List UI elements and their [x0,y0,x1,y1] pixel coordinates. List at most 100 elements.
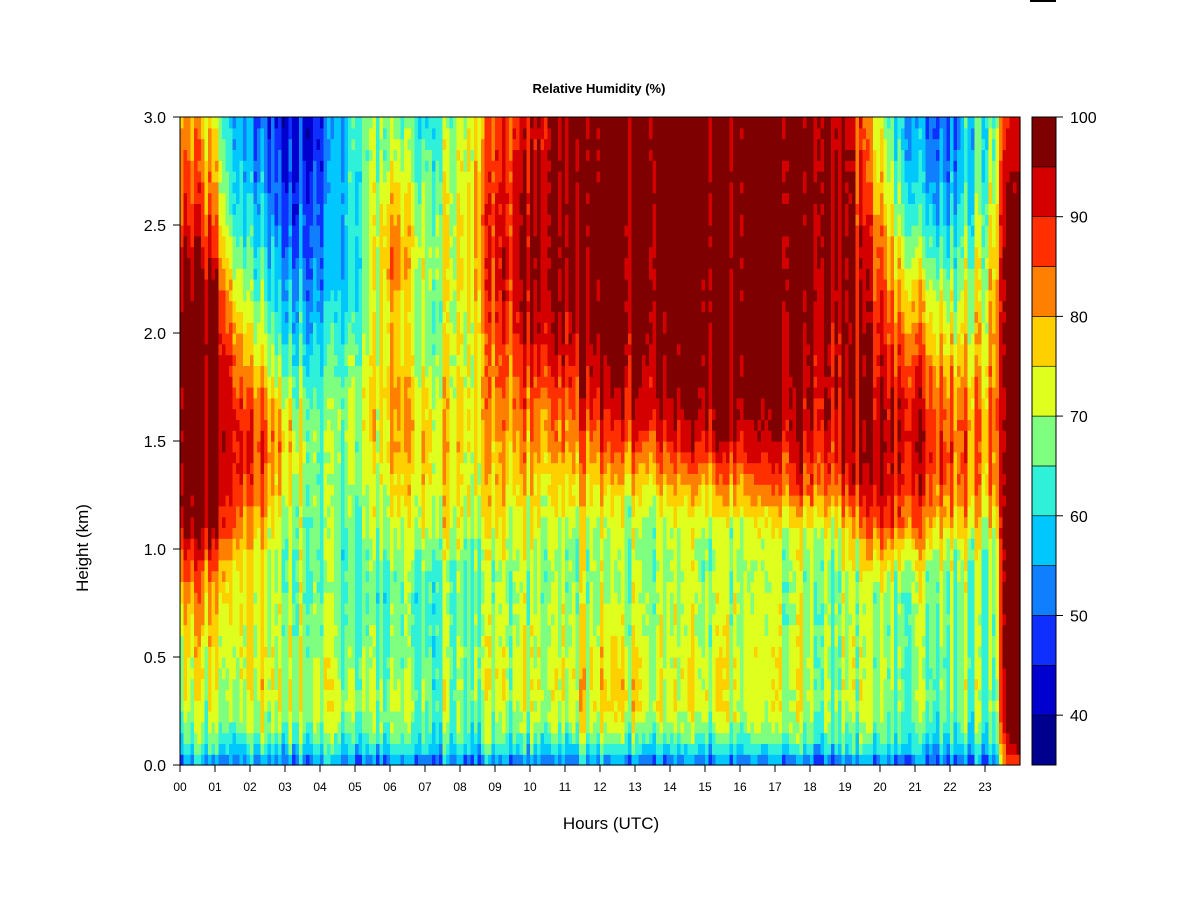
heatmap-cell [229,549,234,561]
heatmap-cell [351,527,356,539]
heatmap-cell [211,192,216,204]
heatmap-cell [439,333,444,345]
heatmap-cell [288,603,293,615]
heatmap-cell [407,376,412,388]
heatmap-cell [278,160,283,172]
heatmap-cell [313,700,318,712]
heatmap-cell [236,635,241,647]
heatmap-cell [365,451,370,464]
heatmap-cell [421,279,426,291]
heatmap-cell [376,171,381,183]
heatmap-cell [278,635,283,647]
heatmap-cell [407,721,412,734]
heatmap-cell [442,376,447,388]
heatmap-cell [183,279,188,291]
heatmap-cell [355,549,360,561]
heatmap-cell [449,635,454,647]
heatmap-cell [372,343,377,356]
heatmap-cell [302,376,307,388]
heatmap-cell [407,570,412,582]
heatmap-cell [414,603,419,615]
heatmap-cell [442,268,447,280]
heatmap-cell [208,505,213,518]
heatmap-cell [215,408,220,420]
heatmap-cell [428,181,433,194]
heatmap-cell [369,354,374,366]
heatmap-cell [428,473,433,485]
heatmap-cell [341,160,346,172]
heatmap-cell [435,397,440,410]
heatmap-cell [187,592,192,604]
heatmap-cell [215,430,220,442]
heatmap-cell [411,441,416,453]
heatmap-cell [386,711,391,723]
heatmap-cell [306,181,311,194]
heatmap-cell [183,559,188,572]
heatmap-cell [211,354,216,366]
heatmap-cell [204,538,209,550]
heatmap-cell [442,667,447,680]
heatmap-cell [288,149,293,161]
heatmap-cell [467,333,472,345]
heatmap-cell [369,451,374,464]
heatmap-cell [369,419,374,431]
heatmap-cell [264,484,269,496]
heatmap-cell [369,322,374,334]
heatmap-cell [386,624,391,636]
heatmap-cell [453,376,458,388]
heatmap-cell [260,624,265,636]
heatmap-cell [327,127,332,140]
heatmap-cell [243,462,248,474]
heatmap-cell [365,743,370,755]
heatmap-cell [313,538,318,550]
heatmap-cell [320,603,325,615]
heatmap-cell [253,603,258,615]
heatmap-cell [362,289,367,302]
heatmap-cell [439,721,444,734]
heatmap-cell [232,246,237,258]
heatmap-cell [397,613,402,626]
heatmap-cell [250,117,255,129]
heatmap-cell [432,149,437,161]
heatmap-cell [239,721,244,734]
heatmap-cell [250,225,255,237]
heatmap-cell [376,419,381,431]
heatmap-cell [292,495,297,507]
heatmap-cell [393,667,398,680]
heatmap-cell [418,268,423,280]
heatmap-cell [334,667,339,680]
heatmap-cell [348,289,353,302]
heatmap-cell [344,311,349,323]
heatmap-cell [348,354,353,366]
heatmap-cell [278,592,283,604]
heatmap-cell [456,160,461,172]
heatmap-cell [260,689,265,701]
heatmap-cell [190,570,195,582]
heatmap-cell [274,333,279,345]
heatmap-cell [253,408,258,420]
heatmap-cell [446,192,451,204]
heatmap-cell [222,387,227,399]
heatmap-cell [390,743,395,755]
heatmap-cell [372,667,377,680]
heatmap-cell [362,570,367,582]
heatmap-cell [386,289,391,302]
heatmap-cell [463,117,468,129]
heatmap-cell [369,559,374,572]
heatmap-cell [250,138,255,150]
heatmap-cell [421,333,426,345]
heatmap-cell [435,246,440,258]
heatmap-cell [313,289,318,302]
heatmap-cell [292,505,297,518]
heatmap-cell [253,354,258,366]
heatmap-cell [183,624,188,636]
heatmap-cell [341,549,346,561]
heatmap-cell [376,225,381,237]
heatmap-cell [456,473,461,485]
heatmap-cell [229,127,234,140]
heatmap-cell [302,430,307,442]
heatmap-cell [379,732,384,744]
heatmap-cell [253,646,258,658]
heatmap-cell [344,322,349,334]
heatmap-cell [250,354,255,366]
